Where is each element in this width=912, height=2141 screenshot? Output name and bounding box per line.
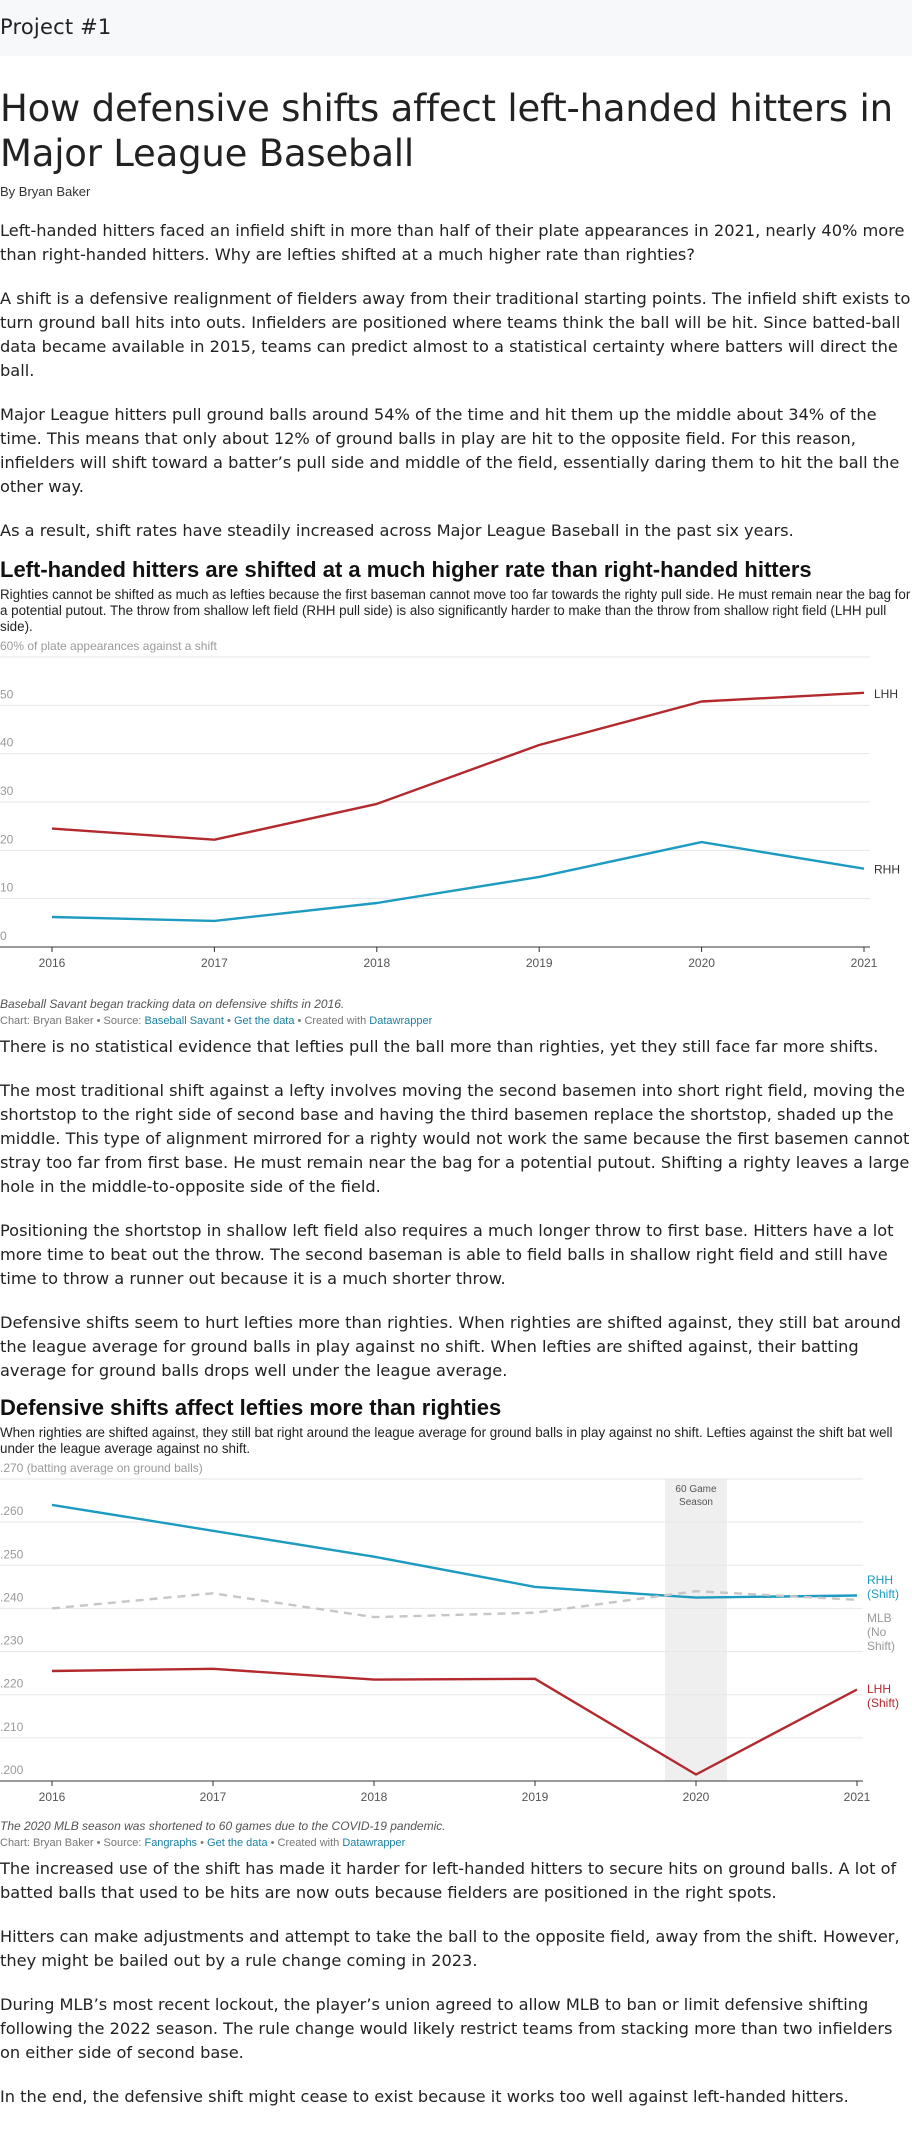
credit-separator: •	[223, 1015, 234, 1027]
series-line-rhh-shift	[51, 1503, 858, 1599]
y-tick-label: 40	[0, 736, 14, 750]
series-label: (Shift)	[867, 1696, 899, 1710]
credit-prefix: Chart: Bryan Baker • Source:	[0, 1837, 145, 1849]
paragraph: A shift is a defensive realignment of fi…	[0, 289, 911, 380]
credit-created: • Created with	[267, 1837, 343, 1849]
x-tick-label: 2019	[526, 956, 553, 970]
paragraph: Hitters can make adjustments and attempt…	[0, 1927, 900, 1970]
series-label: LHH	[867, 1682, 891, 1696]
series-label: (No	[867, 1625, 887, 1639]
project-title[interactable]: Project #1	[0, 15, 112, 39]
paragraph: Left-handed hitters faced an infield shi…	[0, 221, 905, 264]
paragraph: Major League hitters pull ground balls a…	[0, 405, 900, 496]
annotation-label: 60 Game	[675, 1484, 717, 1495]
shift-rate-line-chart: 60% of plate appearances against a shift…	[0, 639, 900, 970]
x-tick-label: 2017	[200, 1790, 227, 1804]
get-data-link[interactable]: Get the data	[233, 1015, 295, 1027]
chart-note: The 2020 MLB season was shortened to 60 …	[0, 1819, 446, 1833]
paragraph: Defensive shifts seem to hurt lefties mo…	[0, 1313, 901, 1380]
y-axis-label: 60% of plate appearances against a shift	[0, 641, 217, 653]
series-label: RHH	[874, 863, 900, 877]
series-label: LHH	[874, 687, 898, 701]
x-tick-label: 2017	[201, 956, 228, 970]
chart-section-shift-rate: Left-handed hitters are shifted at a muc…	[0, 557, 912, 1027]
chart-note: Baseball Savant began tracking data on d…	[0, 997, 345, 1011]
paragraph: The increased use of the shift has made …	[0, 1859, 897, 1902]
datawrapper-link[interactable]: Datawrapper	[369, 1015, 433, 1027]
chart-heading: Defensive shifts affect lefties more tha…	[0, 1395, 502, 1420]
y-tick-label: .240	[0, 1590, 24, 1604]
credit-created: • Created with	[294, 1015, 370, 1027]
source-link[interactable]: Baseball Savant	[144, 1015, 224, 1027]
y-tick-label: 10	[0, 881, 14, 895]
credit-prefix: Chart: Bryan Baker • Source:	[0, 1015, 145, 1027]
y-tick-label: .200	[0, 1763, 24, 1777]
get-data-link[interactable]: Get the data	[207, 1837, 268, 1849]
x-tick-label: 2020	[688, 956, 715, 970]
paragraph: In the end, the defensive shift might ce…	[0, 2087, 849, 2106]
paragraph: During MLB’s most recent lockout, the pl…	[0, 1995, 893, 2062]
chart-credit: Chart: Bryan Baker • Source: Baseball Sa…	[0, 1015, 912, 1027]
x-tick-label: 2021	[844, 1790, 871, 1804]
chart-description: When righties are shifted against, they …	[0, 1425, 893, 1456]
y-tick-label: 20	[0, 832, 14, 846]
y-tick-label: .220	[0, 1677, 24, 1691]
x-tick-label: 2019	[522, 1790, 549, 1804]
paragraph: As a result, shift rates have steadily i…	[0, 521, 794, 540]
top-bar: Project #1	[0, 0, 912, 56]
x-tick-label: 2016	[39, 1790, 66, 1804]
series-line-lhh	[51, 691, 865, 841]
y-tick-label: 50	[0, 687, 14, 701]
x-tick-label: 2021	[851, 956, 878, 970]
chart-description: Righties cannot be shifted as much as le…	[0, 587, 911, 634]
y-tick-label: 30	[0, 784, 14, 798]
series-label: Shift)	[867, 1639, 895, 1653]
byline: By Bryan Baker	[0, 184, 91, 199]
y-tick-label: .230	[0, 1634, 24, 1648]
series-label: (Shift)	[867, 1587, 899, 1601]
paragraph: There is no statistical evidence that le…	[0, 1037, 879, 1056]
series-line-rhh	[51, 840, 865, 923]
batting-average-line-chart: 60 Game Season .270 (batting average on gr…	[0, 1461, 899, 1804]
chart-section-batting-average: Defensive shifts affect lefties more tha…	[0, 1395, 912, 1849]
credit-separator: •	[197, 1837, 208, 1849]
series-line-mlb-no-shift	[51, 1589, 858, 1619]
y-tick-label: .260	[0, 1504, 24, 1518]
series-label: RHH	[867, 1573, 893, 1587]
headline: How defensive shifts affect left-handed …	[0, 87, 893, 175]
chart-heading: Left-handed hitters are shifted at a muc…	[0, 557, 812, 582]
y-tick-label: .210	[0, 1720, 24, 1734]
series-line-lhh-shift	[51, 1667, 858, 1776]
chart-container: 60 Game Season .270 (batting average on gr…	[0, 1461, 912, 1819]
annotation-label: Season	[679, 1497, 713, 1508]
x-tick-label: 2018	[363, 956, 390, 970]
chart-container: 60% of plate appearances against a shift…	[0, 639, 912, 997]
paragraph: Positioning the shortstop in shallow lef…	[0, 1221, 894, 1288]
y-tick-label: .250	[0, 1547, 24, 1561]
y-tick-label: 0	[0, 929, 7, 943]
datawrapper-link[interactable]: Datawrapper	[342, 1837, 406, 1849]
x-tick-label: 2016	[39, 956, 66, 970]
x-tick-label: 2020	[683, 1790, 710, 1804]
x-tick-label: 2018	[361, 1790, 388, 1804]
source-link[interactable]: Fangraphs	[144, 1837, 198, 1849]
annotation-band	[665, 1479, 727, 1781]
paragraph: The most traditional shift against a lef…	[0, 1081, 910, 1196]
series-label: MLB	[867, 1611, 892, 1625]
chart-credit: Chart: Bryan Baker • Source: Fangraphs •…	[0, 1837, 912, 1849]
y-axis-label: .270 (batting average on ground balls)	[0, 1463, 203, 1475]
